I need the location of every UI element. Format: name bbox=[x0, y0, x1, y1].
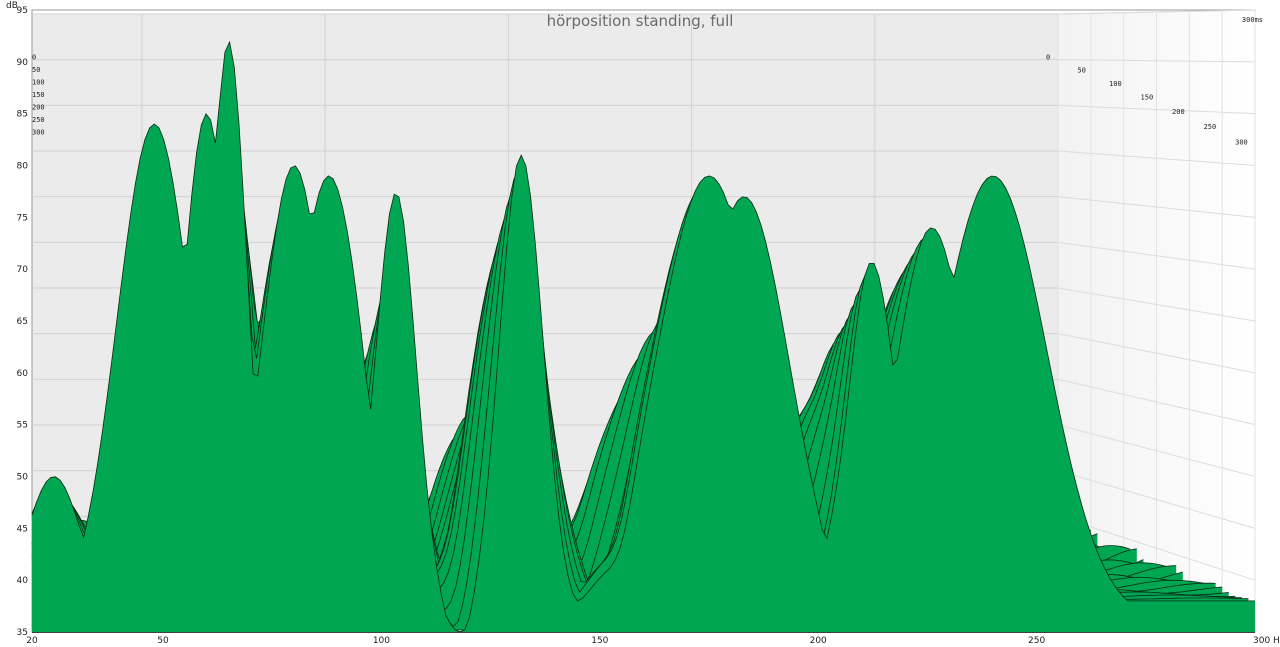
time-tick-back: 50 bbox=[32, 66, 40, 74]
time-tick-back: 150 bbox=[32, 91, 45, 99]
y-tick-label: 75 bbox=[17, 213, 28, 223]
y-tick-label: 55 bbox=[17, 421, 28, 431]
waterfall-slice-outline bbox=[31, 40, 1255, 633]
y-tick-label: 40 bbox=[17, 576, 29, 586]
time-tick-right: 100 bbox=[1109, 80, 1122, 88]
x-tick-label: 20 bbox=[26, 636, 38, 646]
x-tick-label: 250 bbox=[1028, 636, 1045, 646]
x-tick-label: 200 bbox=[810, 636, 827, 646]
time-tick-back: 200 bbox=[32, 103, 45, 111]
y-tick-label: 50 bbox=[17, 473, 29, 483]
time-tick-right: 250 bbox=[1204, 123, 1217, 131]
waterfall-slices bbox=[31, 40, 1255, 633]
y-axis-unit-label: dB bbox=[6, 1, 18, 11]
y-tick-label: 45 bbox=[17, 524, 28, 534]
y-tick-label: 65 bbox=[17, 317, 28, 327]
time-tick-right: 150 bbox=[1141, 94, 1154, 102]
x-tick-label: 100 bbox=[373, 636, 390, 646]
x-tick-label: 50 bbox=[157, 636, 169, 646]
y-tick-label: 60 bbox=[17, 369, 29, 379]
time-tick-back: 300 bbox=[32, 129, 45, 137]
time-range-label: 300ms bbox=[1242, 16, 1263, 24]
y-tick-label: 95 bbox=[17, 6, 28, 16]
x-axis-end-label: 300 Hz bbox=[1253, 636, 1280, 646]
chart-title: hörposition standing, full bbox=[547, 12, 734, 30]
time-tick-right: 0 bbox=[1046, 54, 1050, 62]
y-tick-label: 90 bbox=[17, 58, 29, 68]
x-tick-label: 150 bbox=[591, 636, 608, 646]
y-tick-label: 80 bbox=[17, 162, 29, 172]
time-tick-back: 0 bbox=[32, 54, 36, 62]
y-tick-label: 70 bbox=[17, 265, 29, 275]
y-tick-label: 85 bbox=[17, 110, 28, 120]
time-tick-right: 200 bbox=[1172, 108, 1185, 116]
y-tick-label: 35 bbox=[17, 628, 28, 638]
time-tick-back: 100 bbox=[32, 78, 45, 86]
time-tick-back: 250 bbox=[32, 116, 45, 124]
time-tick-right: 50 bbox=[1078, 66, 1086, 74]
time-tick-right: 300 bbox=[1235, 138, 1248, 146]
